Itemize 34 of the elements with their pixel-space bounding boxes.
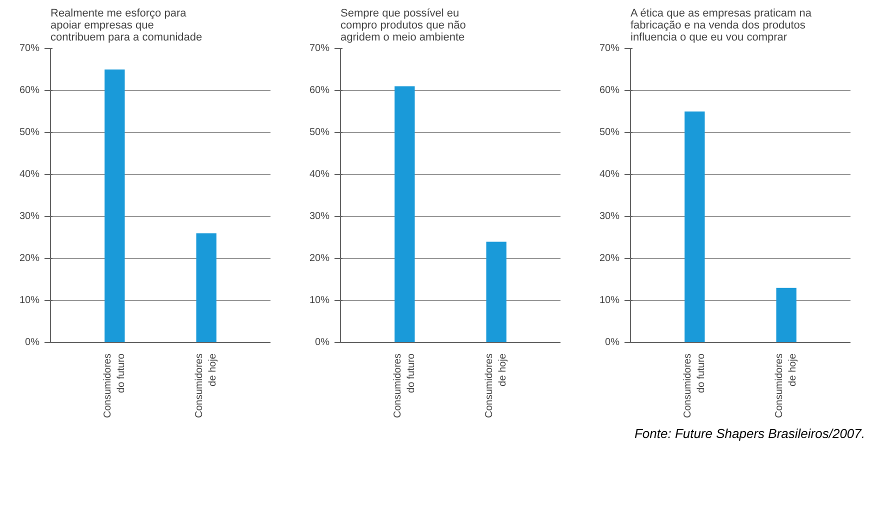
y-tick-label: 10% [19, 295, 40, 306]
y-tick-label: 70% [309, 43, 330, 54]
y-tick-label: 70% [599, 43, 620, 54]
source-note: Fonte: Future Shapers Brasileiros/2007. [634, 425, 865, 443]
y-tick-label: 40% [309, 169, 330, 180]
y-tick-label: 60% [19, 85, 40, 96]
x-tick-label: Consumidores de hoje [484, 353, 508, 418]
y-tick-label: 0% [25, 337, 40, 348]
y-tick-label: 40% [599, 169, 620, 180]
y-tick-label: 50% [309, 127, 330, 138]
y-tick-label: 60% [309, 85, 330, 96]
y-tick-label: 70% [19, 43, 40, 54]
y-tick-label: 10% [309, 295, 330, 306]
y-tick-label: 0% [605, 337, 620, 348]
chart-title: Sempre que possível eu compro produtos que não agridem o meio ambiente [340, 8, 466, 44]
x-tick-label: Consumidores de hoje [774, 353, 798, 418]
y-tick-label: 50% [19, 127, 40, 138]
y-tick-label: 40% [19, 169, 40, 180]
y-tick-label: 20% [309, 253, 330, 264]
y-tick-label: 10% [599, 295, 620, 306]
y-tick-label: 20% [599, 253, 620, 264]
x-tick-label: Consumidores do futuro [102, 353, 127, 418]
x-tick-label: Consumidores de hoje [194, 353, 218, 418]
y-tick-label: 20% [19, 253, 40, 264]
x-tick-label: Consumidores do futuro [682, 353, 707, 418]
y-tick-label: 50% [599, 127, 620, 138]
x-tick-label: Consumidores do futuro [392, 353, 417, 418]
y-tick-label: 30% [599, 211, 620, 222]
y-tick-label: 60% [599, 85, 620, 96]
y-tick-label: 30% [19, 211, 40, 222]
y-tick-label: 30% [309, 211, 330, 222]
y-tick-label: 0% [315, 337, 330, 348]
chart-title: A ética que as empresas praticam na fabricação e na venda dos produtos influencia o que eu vou comprar [630, 8, 812, 44]
chart-title: Realmente me esforço para apoiar empresas que contribuem para a comunidade [50, 8, 202, 44]
